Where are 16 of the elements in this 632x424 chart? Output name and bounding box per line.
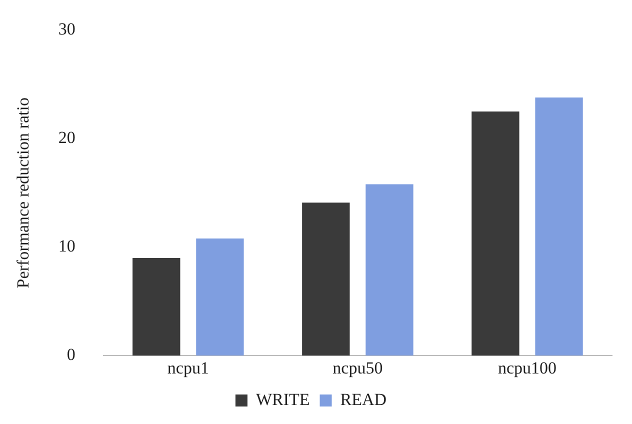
legend-label: READ: [340, 390, 387, 409]
bar: [132, 258, 180, 356]
y-tick-label: 30: [58, 20, 76, 39]
bar: [196, 238, 244, 356]
y-axis-title: Performance reduction ratio: [14, 98, 33, 288]
y-tick-label: 0: [66, 345, 76, 364]
bar: [302, 202, 350, 356]
y-tick-label: 20: [58, 128, 76, 148]
y-tick-label: 10: [58, 236, 76, 256]
x-tick-label: ncpu50: [332, 358, 383, 378]
bar: [535, 97, 583, 356]
legend-label: WRITE: [256, 390, 310, 409]
x-tick-label: ncpu100: [498, 358, 557, 378]
x-tick-label: ncpu1: [167, 358, 209, 378]
bar: [472, 112, 520, 356]
bar: [366, 184, 414, 356]
